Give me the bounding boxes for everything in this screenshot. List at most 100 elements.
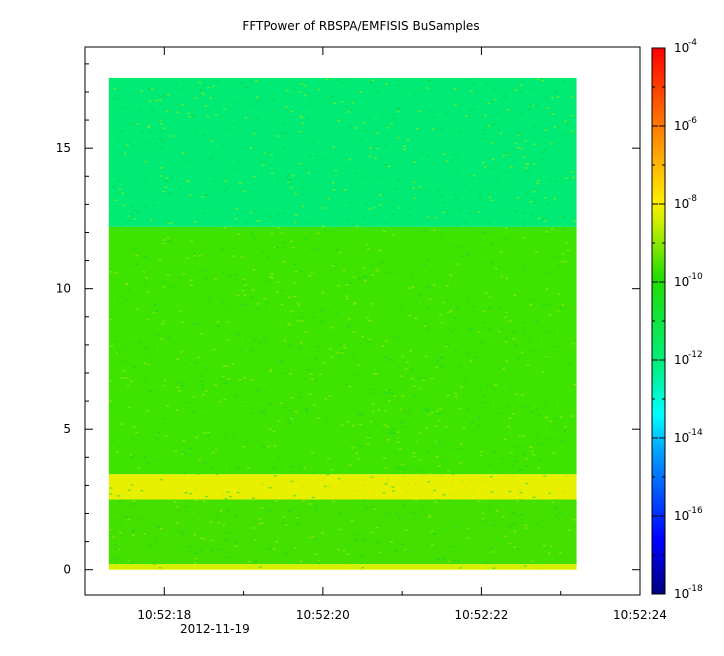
heatmap-speckle-dot [215,80,219,83]
heatmap-speckle-dot [539,158,543,161]
heatmap-speckle-dot [143,377,147,379]
heatmap-speckle-dot [335,312,339,314]
heatmap-speckle-dot [519,90,523,93]
heatmap-speckle-dot [376,132,380,134]
heatmap-speckle-dot [252,132,256,135]
heatmap-speckle-dot [424,322,428,324]
heatmap-speckle-dot [404,549,408,552]
heatmap-speckle-dot [247,467,251,469]
heatmap-speckle-dot [333,102,337,105]
heatmap-speckle-dot [430,544,434,546]
heatmap-speckle-dot [288,324,292,326]
heatmap-speckle-dot [481,512,485,515]
heatmap-speckle-dot [213,278,217,280]
heatmap-speckle-dot [421,509,425,511]
heatmap-speckle-dot [357,90,361,93]
heatmap-speckle-dot [166,274,170,276]
heatmap-speckle-dot [516,132,520,134]
heatmap-speckle-dot [210,549,214,552]
heatmap-speckle-dot [481,402,485,404]
heatmap-speckle-dot [204,105,208,107]
heatmap-speckle-dot [524,524,528,526]
x-tick-label: 10:52:22 [454,608,508,622]
heatmap-speckle-dot [438,407,442,409]
heatmap-speckle-dot [154,142,158,145]
heatmap-speckle-dot [163,384,167,387]
heatmap-speckle-dot [222,365,226,367]
heatmap-speckle-dot [182,472,186,475]
heatmap-speckle-dot [415,519,419,521]
heatmap-speckle-dot [294,271,298,273]
heatmap-speckle-dot [504,227,508,229]
heatmap-speckle-dot [453,317,457,320]
heatmap-speckle-dot [495,510,499,512]
heatmap-speckle-dot [569,86,573,89]
heatmap-speckle-dot [409,350,413,352]
heatmap-speckle-dot [545,233,549,236]
heatmap-speckle-dot [299,270,303,272]
heatmap-speckle-dot [114,564,118,566]
heatmap-speckle-dot [251,289,255,291]
heatmap-speckle-dot [506,152,510,154]
heatmap-speckle-dot [501,516,505,518]
heatmap-speckle-dot [117,548,121,551]
heatmap-speckle-dot [571,415,575,417]
heatmap-speckle-dot [489,124,493,127]
heatmap-speckle-dot [243,284,247,286]
heatmap-speckle-dot [362,485,366,487]
heatmap-speckle-dot [469,479,473,481]
heatmap-speckle-dot [420,474,424,476]
heatmap-speckle-dot [308,393,312,396]
heatmap-speckle-dot [516,357,520,359]
heatmap-speckle-dot [558,512,562,514]
heatmap-speckle-dot [552,113,556,115]
heatmap-speckle-dot [395,335,399,338]
heatmap-speckle-dot [241,82,245,84]
heatmap-speckle-dot [120,130,124,132]
heatmap-speckle-dot [441,301,445,304]
heatmap-speckle-dot [384,356,388,359]
heatmap-speckle-dot [490,243,494,245]
heatmap-speckle-dot [310,451,314,454]
heatmap-speckle-dot [202,93,206,96]
heatmap-speckle-dot [411,512,415,514]
heatmap-speckle-dot [256,302,260,305]
heatmap-speckle-dot [429,473,433,475]
heatmap-speckle-dot [441,445,445,447]
heatmap-speckle-dot [532,162,536,165]
heatmap-speckle-dot [492,524,496,526]
heatmap-speckle-dot [307,172,311,174]
heatmap-speckle-dot [402,148,406,151]
heatmap-speckle-dot [225,365,229,367]
heatmap-speckle-dot [534,523,538,526]
heatmap-speckle-dot [211,85,215,88]
heatmap-speckle-dot [484,519,488,522]
heatmap-speckle-dot [544,220,548,222]
heatmap-speckle-dot [265,256,269,259]
heatmap-speckle-dot [201,375,205,378]
heatmap-speckle-dot [513,530,517,533]
heatmap-speckle-dot [483,114,487,117]
heatmap-speckle-dot [214,517,218,519]
heatmap-speckle-dot [372,206,376,209]
heatmap-speckle-dot [185,179,189,182]
heatmap-speckle-dot [366,436,370,439]
heatmap-speckle-dot [168,240,172,242]
heatmap-speckle-dot [561,304,565,306]
heatmap-speckle-dot [221,145,225,147]
y-tick-label: 10 [56,282,71,296]
heatmap-speckle-dot [490,491,494,493]
heatmap-speckle-dot [292,246,296,249]
heatmap-speckle-dot [132,528,136,531]
heatmap-speckle-dot [128,479,132,482]
heatmap-speckle-dot [181,452,185,455]
heatmap-speckle-dot [376,270,380,272]
heatmap-speckle-dot [311,496,315,499]
heatmap-speckle-dot [428,110,432,113]
heatmap-speckle-dot [477,191,481,193]
heatmap-speckle-dot [486,385,490,387]
heatmap-speckle-dot [548,314,552,316]
heatmap-speckle-dot [199,537,203,539]
heatmap-speckle-dot [287,322,291,325]
